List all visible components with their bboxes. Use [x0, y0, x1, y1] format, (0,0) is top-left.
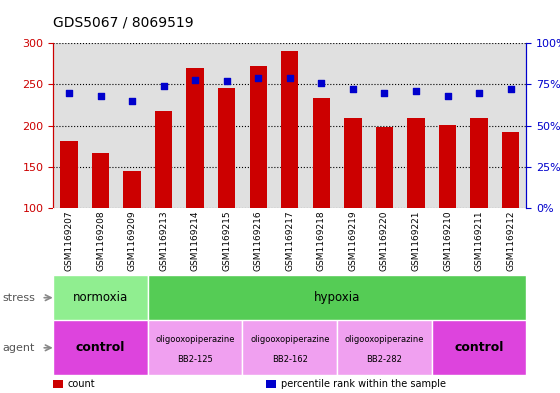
Bar [148, 320, 242, 375]
Text: stress: stress [3, 293, 36, 303]
Bar [60, 141, 78, 208]
Bar [470, 118, 488, 208]
Text: normoxia: normoxia [73, 291, 128, 304]
Text: GSM1169209: GSM1169209 [128, 210, 137, 271]
Point [348, 86, 357, 93]
Text: GSM1169217: GSM1169217 [285, 210, 295, 271]
Text: GSM1169218: GSM1169218 [317, 210, 326, 271]
Bar [218, 88, 235, 208]
Bar [92, 153, 109, 208]
Text: control: control [454, 341, 504, 354]
Point [64, 90, 73, 96]
Bar [376, 127, 393, 208]
Text: GSM1169219: GSM1169219 [348, 210, 357, 271]
Point [96, 93, 105, 99]
Bar [250, 66, 267, 208]
Text: GSM1169215: GSM1169215 [222, 210, 231, 271]
Text: BB2-282: BB2-282 [366, 355, 403, 364]
Point [190, 76, 199, 83]
Bar [123, 171, 141, 208]
Bar [337, 320, 432, 375]
Text: GSM1169213: GSM1169213 [159, 210, 168, 271]
Text: count: count [68, 379, 95, 389]
Text: control: control [76, 341, 125, 354]
Text: BB2-162: BB2-162 [272, 355, 308, 364]
Point [159, 83, 168, 89]
Bar [155, 111, 172, 208]
Text: GSM1169220: GSM1169220 [380, 210, 389, 271]
Bar [502, 132, 519, 208]
Point [254, 75, 263, 81]
Bar [344, 118, 362, 208]
Text: GSM1169208: GSM1169208 [96, 210, 105, 271]
Bar [53, 275, 148, 320]
Text: GSM1169207: GSM1169207 [64, 210, 73, 271]
Point [412, 88, 421, 94]
Text: GSM1169221: GSM1169221 [412, 210, 421, 271]
Point [506, 86, 515, 93]
Point [285, 75, 294, 81]
Point [128, 98, 137, 104]
Bar [53, 320, 148, 375]
Text: percentile rank within the sample: percentile rank within the sample [281, 379, 446, 389]
Text: oligooxopiperazine: oligooxopiperazine [345, 335, 424, 344]
Text: BB2-125: BB2-125 [178, 355, 213, 364]
Text: GSM1169211: GSM1169211 [474, 210, 484, 271]
Text: GDS5067 / 8069519: GDS5067 / 8069519 [53, 16, 194, 30]
Bar [312, 98, 330, 208]
Point [443, 93, 452, 99]
Point [380, 90, 389, 96]
Bar [439, 125, 456, 208]
Point [475, 90, 484, 96]
Bar [148, 275, 526, 320]
Bar [407, 118, 424, 208]
Text: hypoxia: hypoxia [314, 291, 360, 304]
Text: GSM1169216: GSM1169216 [254, 210, 263, 271]
Bar [242, 320, 337, 375]
Text: GSM1169212: GSM1169212 [506, 210, 515, 271]
Text: oligooxopiperazine: oligooxopiperazine [156, 335, 235, 344]
Point [222, 78, 231, 84]
Text: oligooxopiperazine: oligooxopiperazine [250, 335, 329, 344]
Bar [281, 51, 298, 208]
Text: GSM1169214: GSM1169214 [190, 210, 200, 271]
Text: GSM1169210: GSM1169210 [443, 210, 452, 271]
Point [317, 80, 326, 86]
Bar [432, 320, 526, 375]
Bar [186, 68, 204, 208]
Text: agent: agent [3, 343, 35, 353]
